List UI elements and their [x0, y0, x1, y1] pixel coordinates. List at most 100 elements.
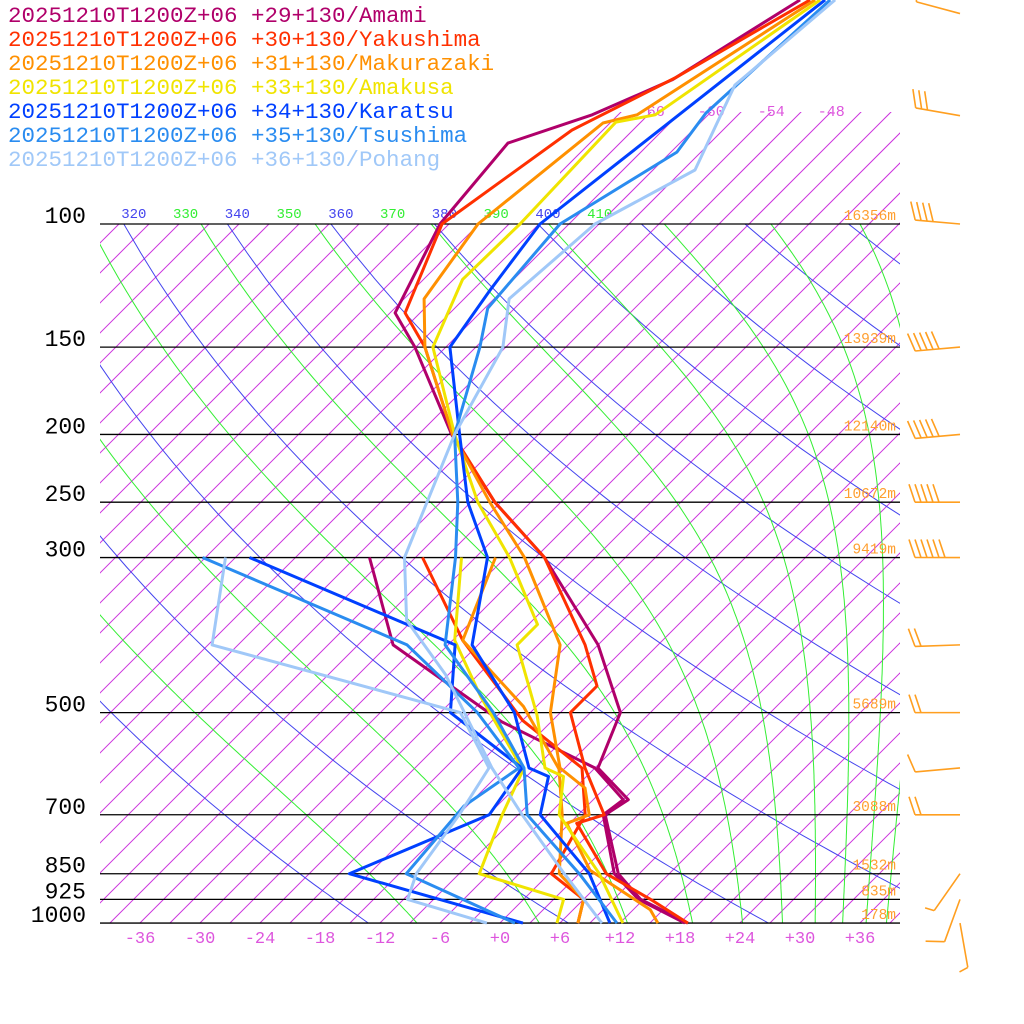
legend-item-makurazaki: 20251210T1200Z+06 +31+130/Makurazaki — [8, 51, 495, 77]
wind-barb-600 — [906, 754, 961, 773]
isotherm-line — [589, 612, 900, 923]
height-label-500: 5689m — [852, 698, 896, 714]
isotherm-line — [799, 822, 900, 923]
moist-adiabat-line — [100, 243, 628, 923]
height-label-925: 835m — [861, 884, 896, 900]
isotherm-line — [619, 642, 900, 923]
height-label-100: 16356m — [844, 209, 896, 225]
x-tick-label: +6 — [550, 930, 570, 949]
wind-barb-300 — [908, 539, 961, 559]
height-label-700: 3088m — [852, 800, 896, 816]
isotherm-line — [499, 522, 900, 923]
isotherm-line — [559, 582, 900, 923]
wind-barb-250 — [908, 483, 961, 503]
pressure-label-250: 250 — [45, 482, 86, 508]
theta-label: 350 — [277, 207, 302, 223]
isotherm-label: -54 — [758, 104, 785, 121]
isotherm-line — [628, 112, 742, 224]
isotherm-label: -48 — [818, 104, 845, 121]
wind-barb-1000 — [959, 922, 969, 973]
isotherm-line — [989, 0, 1024, 224]
legend-item-yakushima: 20251210T1200Z+06 +30+130/Yakushima — [8, 27, 481, 53]
dewpoint-line-pohang — [210, 557, 491, 925]
theta-label: 330 — [173, 207, 198, 223]
x-tick-label: -30 — [185, 930, 216, 949]
height-label-850: 1532m — [852, 859, 896, 875]
isotherm-line — [838, 162, 900, 224]
x-tick-label: -6 — [430, 930, 450, 949]
pressure-label-1000: 1000 — [31, 903, 86, 929]
isotherm-line — [439, 462, 900, 923]
dry-adiabat-line — [952, 224, 1024, 923]
dry-adiabat-line — [537, 224, 900, 516]
pressure-label-500: 500 — [45, 693, 86, 719]
theta-label: 340 — [225, 207, 250, 223]
height-label-150: 13939m — [844, 332, 896, 348]
x-tick-label: -12 — [365, 930, 396, 949]
wind-barb-200 — [906, 418, 961, 440]
dewpoint-line-amami — [368, 557, 686, 925]
pressure-label-200: 200 — [45, 414, 86, 440]
isotherm-line — [808, 132, 900, 224]
legend-item-karatsu: 20251210T1200Z+06 +34+130/Karatsu — [8, 99, 454, 125]
x-tick-label: -24 — [245, 930, 276, 949]
moist-adiabat-line — [904, 208, 954, 923]
isotherm-line — [739, 762, 900, 923]
theta-label: 320 — [121, 207, 146, 223]
isotherm-line — [868, 192, 900, 224]
isotherm-line — [959, 0, 1024, 224]
temperature-line-karatsu — [448, 0, 827, 924]
x-tick-label: +24 — [725, 930, 756, 949]
isotherm-line — [469, 492, 900, 923]
wind-barb-850 — [924, 873, 961, 912]
temperature-line-tsushima — [443, 0, 832, 925]
wind-barb-500 — [908, 694, 961, 714]
isotherm-line — [889, 912, 900, 923]
wind-barb-70 — [912, 88, 961, 117]
isotherm-line — [529, 552, 900, 923]
height-label-200: 12140m — [844, 419, 896, 435]
x-tick-label: +0 — [490, 930, 510, 949]
x-tick-label: +18 — [665, 930, 696, 949]
x-tick-label: -18 — [305, 930, 336, 949]
wind-barb-925 — [925, 899, 961, 943]
height-label-250: 10672m — [844, 487, 896, 503]
isotherm-line — [859, 882, 900, 923]
isotherm-line — [748, 112, 862, 224]
isotherm-line — [1019, 0, 1024, 224]
legend-item-pohang: 20251210T1200Z+06 +36+130/Pohang — [8, 147, 441, 173]
legend-item-amakusa: 20251210T1200Z+06 +33+130/Amakusa — [8, 75, 454, 101]
isotherm-line — [688, 112, 802, 224]
isotherm-line — [709, 732, 900, 923]
isotherm-line — [0, 0, 7, 923]
isotherm-line — [598, 112, 712, 224]
wind-barb-400 — [907, 628, 961, 648]
temperature-line-amakusa — [431, 0, 821, 924]
x-tick-label: +30 — [785, 930, 816, 949]
wind-barb-50 — [915, 0, 961, 15]
pressure-label-150: 150 — [45, 327, 86, 353]
height-label-300: 9419m — [852, 543, 896, 559]
x-tick-label: -36 — [125, 930, 156, 949]
pressure-label-925: 925 — [45, 879, 86, 905]
dewpoint-line-tsushima — [201, 556, 521, 925]
legend-item-tsushima: 20251210T1200Z+06 +35+130/Tsushima — [8, 123, 468, 149]
x-tick-label: +36 — [845, 930, 876, 949]
dry-adiabat-line — [226, 224, 900, 791]
isotherm-line — [769, 792, 900, 923]
isotherm-line — [649, 672, 900, 923]
pressure-label-850: 850 — [45, 854, 86, 880]
theta-label: 360 — [328, 207, 353, 223]
wind-barb-700 — [908, 796, 961, 816]
temperature-line-pohang — [403, 0, 837, 925]
x-tick-label: +12 — [605, 930, 636, 949]
wind-barb-100 — [910, 201, 961, 225]
isotherm-line — [679, 702, 900, 923]
legend-item-amami: 20251210T1200Z+06 +29+130/Amami — [8, 3, 427, 29]
isotherm-line — [898, 222, 900, 224]
isotherm-line — [718, 112, 832, 224]
isotherm-line — [829, 852, 900, 923]
isotherm-line — [560, 112, 652, 204]
legend: 20251210T1200Z+06 +29+130/Amami 20251210… — [8, 4, 494, 172]
